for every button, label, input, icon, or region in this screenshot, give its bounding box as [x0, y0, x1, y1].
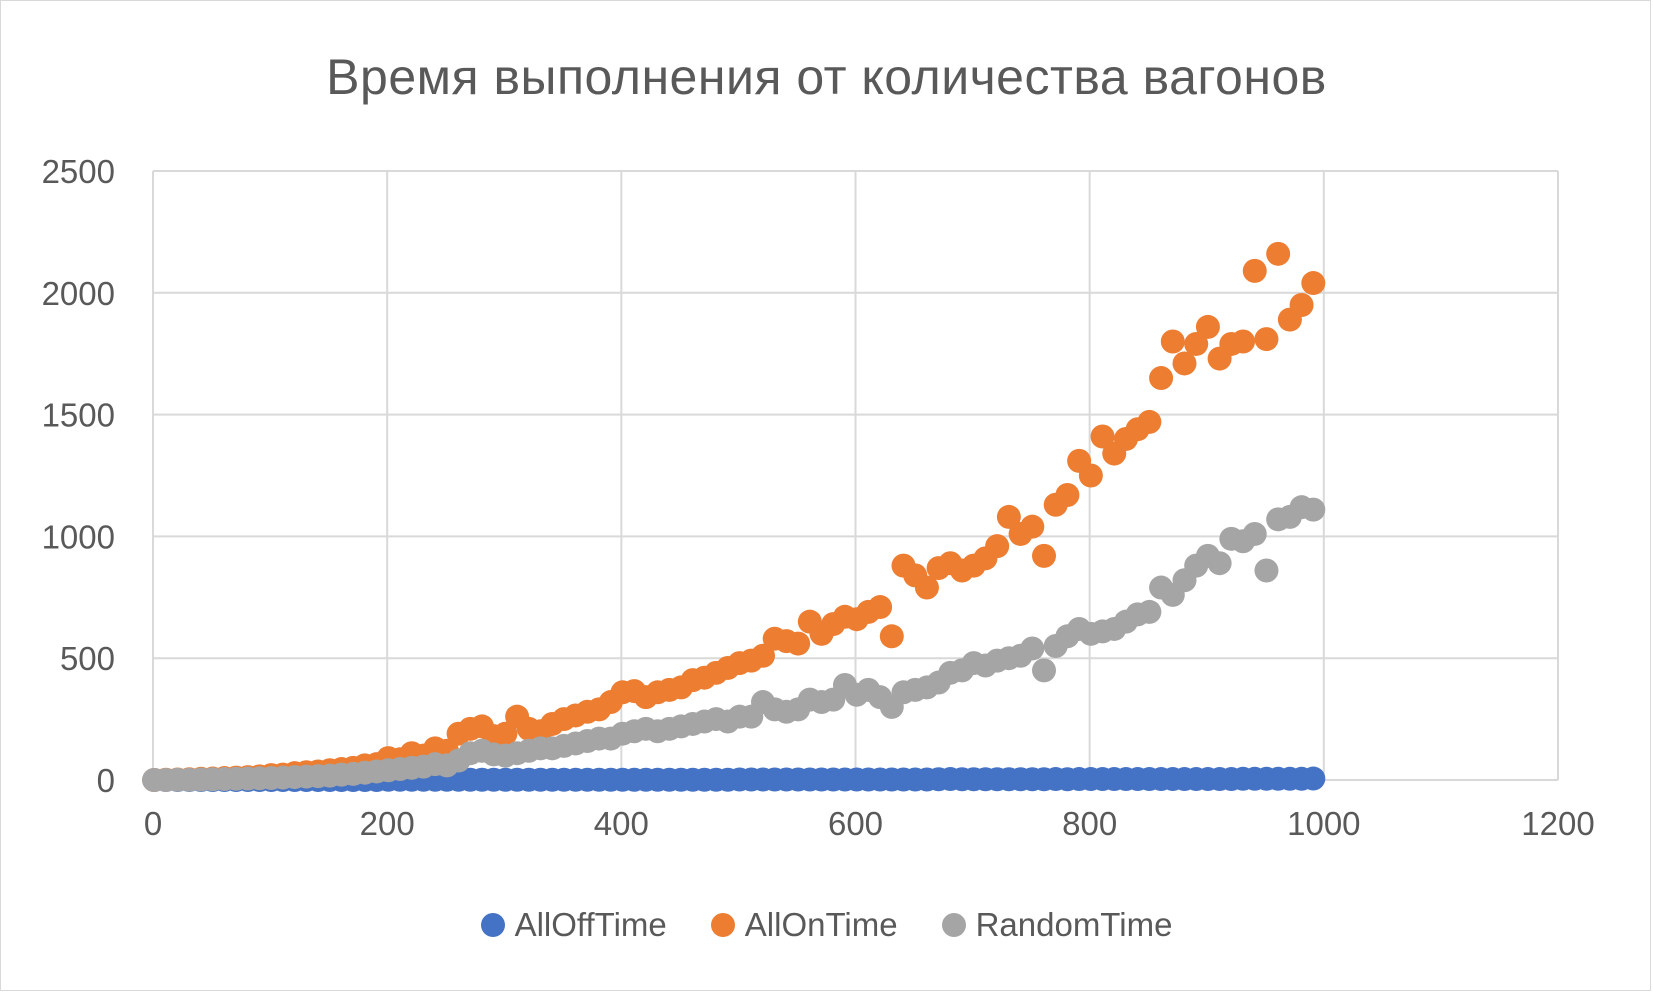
data-point: [1078, 463, 1103, 488]
data-point: [1231, 329, 1256, 354]
legend-marker: [480, 913, 505, 937]
data-point: [1184, 331, 1209, 356]
y-tick-label: 0: [97, 762, 115, 799]
data-point: [1020, 514, 1045, 539]
y-tick-label: 1000: [42, 518, 115, 555]
legend: AllOffTime AllOnTime RandomTime: [0, 900, 1653, 950]
x-tick-label: 400: [594, 805, 649, 842]
data-point: [1149, 366, 1174, 391]
legend-label: RandomTime: [975, 906, 1173, 943]
data-point: [1032, 543, 1057, 568]
data-point: [1301, 766, 1326, 791]
data-point: [1254, 327, 1279, 352]
legend-item: AllOnTime: [710, 906, 898, 944]
data-point: [996, 504, 1021, 529]
x-tick-label: 200: [360, 805, 415, 842]
x-tick-label: 600: [828, 805, 883, 842]
legend-label: AllOffTime: [514, 906, 667, 943]
data-point: [1172, 351, 1197, 376]
data-point: [1160, 329, 1185, 354]
data-point: [1137, 599, 1162, 624]
data-point: [1242, 521, 1267, 546]
data-point: [1090, 424, 1115, 449]
data-point: [1301, 271, 1326, 296]
data-point: [1242, 258, 1267, 283]
legend-marker: [710, 913, 735, 937]
chart-title: Время выполнения от количества вагонов: [326, 49, 1327, 105]
legend-item: RandomTime: [941, 906, 1173, 944]
data-point: [914, 575, 939, 600]
series-RandomTime: [142, 495, 1326, 792]
y-tick-label: 1500: [42, 397, 115, 434]
data-point: [1195, 314, 1220, 339]
data-point: [1289, 292, 1314, 317]
legend-item: AllOffTime: [480, 906, 667, 944]
data-point: [879, 624, 904, 649]
x-tick-label: 1000: [1287, 805, 1360, 842]
x-tick-label: 800: [1062, 805, 1117, 842]
data-point: [1207, 551, 1232, 576]
data-point: [786, 631, 811, 656]
y-tick-label: 500: [60, 640, 115, 677]
data-point: [1055, 482, 1080, 507]
x-tick-label: 0: [144, 805, 162, 842]
data-point: [985, 534, 1010, 559]
x-tick-label: 1200: [1521, 805, 1594, 842]
data-point: [1032, 658, 1057, 683]
y-tick-label: 2000: [42, 275, 115, 312]
data-point: [751, 643, 776, 668]
legend-marker: [941, 913, 966, 937]
data-point: [1020, 636, 1045, 661]
data-point: [1266, 241, 1291, 266]
data-point: [1254, 558, 1279, 583]
legend-label: AllOnTime: [744, 906, 898, 943]
data-point: [493, 721, 518, 746]
y-tick-label: 2500: [42, 153, 115, 190]
data-point: [1137, 409, 1162, 434]
data-point: [868, 595, 893, 620]
data-point: [1301, 497, 1326, 522]
